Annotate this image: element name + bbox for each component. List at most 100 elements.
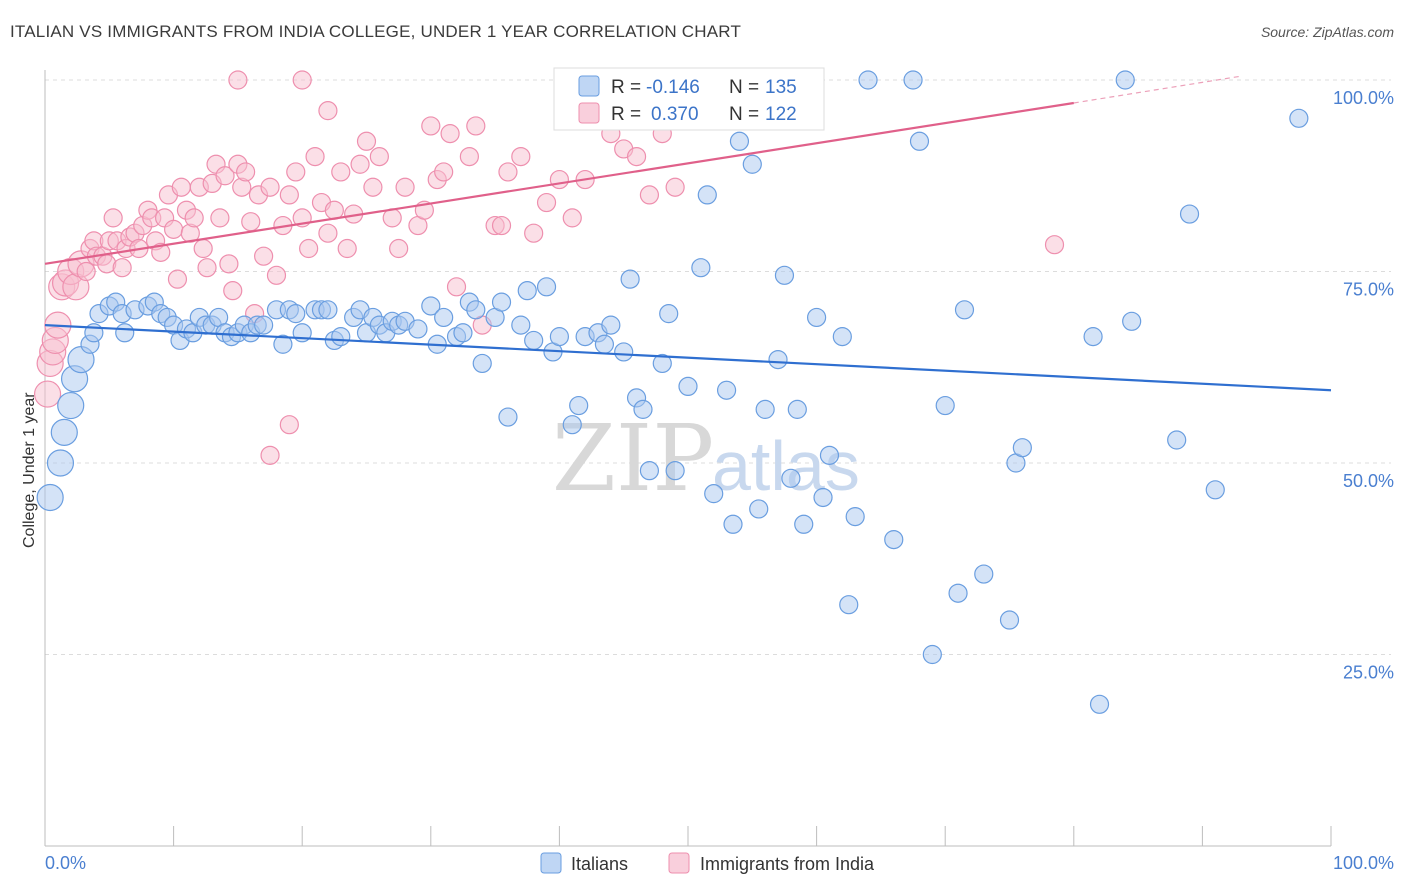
point-india xyxy=(318,223,338,243)
legend-bottom-swatch-india xyxy=(668,852,690,874)
x-axis-ticks xyxy=(44,826,1332,846)
point-italians xyxy=(331,327,351,347)
y-axis-label: College, Under 1 year xyxy=(21,392,38,548)
point-italians xyxy=(36,483,64,512)
point-india xyxy=(210,208,230,228)
point-italians xyxy=(884,529,904,550)
point-india xyxy=(76,261,96,282)
point-italians xyxy=(723,514,743,534)
point-italians xyxy=(781,468,801,488)
legend-bottom-label-italians: Italians xyxy=(571,854,628,874)
point-italians xyxy=(697,185,717,205)
point-italians xyxy=(716,380,737,400)
y-tick-labels: 25.0% 50.0% 75.0% 100.0% xyxy=(1333,88,1394,683)
point-india xyxy=(459,147,479,167)
y-tick-label-100: 100.0% xyxy=(1333,88,1394,108)
trend-line-italians xyxy=(44,324,1332,392)
point-india xyxy=(498,162,518,182)
legend-bottom-label-india: Immigrants from India xyxy=(700,854,875,874)
point-italians xyxy=(794,514,814,534)
point-italians xyxy=(1122,311,1142,331)
point-italians xyxy=(839,595,859,615)
point-india xyxy=(511,147,531,167)
point-italians xyxy=(601,315,621,335)
point-italians xyxy=(536,277,557,297)
point-italians xyxy=(787,399,807,419)
point-italians xyxy=(819,445,840,465)
legend-n-value-india: 122 xyxy=(765,104,797,125)
legend-r-label-india: R = xyxy=(611,104,641,125)
point-italians xyxy=(633,399,653,419)
point-italians xyxy=(562,415,582,435)
y-tick-label-75: 75.0% xyxy=(1343,280,1394,300)
point-italians xyxy=(922,644,942,665)
point-italians xyxy=(286,304,306,324)
point-italians xyxy=(318,300,338,320)
point-italians xyxy=(768,349,788,370)
point-italians xyxy=(472,353,492,374)
point-italians xyxy=(755,399,775,419)
point-india xyxy=(299,238,319,259)
point-italians xyxy=(903,70,923,90)
source-credit: Source: ZipAtlas.com xyxy=(1260,24,1394,40)
legend-top: R = -0.146 N = 135 R = 0.370 N = 122 xyxy=(553,67,825,131)
point-italians xyxy=(620,269,640,289)
point-india xyxy=(491,215,512,236)
point-india xyxy=(33,380,62,408)
point-italians xyxy=(594,334,615,354)
point-italians xyxy=(273,334,293,354)
legend-n-label-italians: N = xyxy=(729,77,759,98)
point-italians xyxy=(729,131,750,151)
point-italians xyxy=(749,499,769,519)
x-tick-label-max: 100.0% xyxy=(1333,853,1394,873)
point-italians xyxy=(408,319,428,339)
point-india xyxy=(223,281,243,301)
point-india xyxy=(164,219,184,239)
point-india xyxy=(331,162,351,182)
point-india xyxy=(524,223,544,243)
point-italians xyxy=(569,395,589,416)
trend-line-india xyxy=(44,101,1074,265)
point-italians xyxy=(678,376,698,396)
trend-lines xyxy=(44,75,1332,392)
point-india xyxy=(228,70,248,90)
point-italians xyxy=(974,564,994,584)
legend-swatch-italians xyxy=(578,75,600,97)
point-india xyxy=(254,246,274,266)
point-india xyxy=(266,265,287,285)
legend-r-value-italians: -0.146 xyxy=(646,77,700,98)
point-italians xyxy=(254,315,274,335)
point-india xyxy=(446,277,467,297)
point-india xyxy=(350,154,370,174)
point-india xyxy=(665,177,685,197)
point-italians xyxy=(498,407,518,427)
point-italians xyxy=(115,323,135,343)
legend-n-label-india: N = xyxy=(729,104,759,125)
point-india xyxy=(318,101,338,121)
chart-title: ITALIAN VS IMMIGRANTS FROM INDIA COLLEGE… xyxy=(10,22,742,41)
point-india xyxy=(171,177,191,197)
point-italians xyxy=(659,304,679,324)
point-italians xyxy=(511,315,531,335)
point-india xyxy=(112,258,132,278)
point-india xyxy=(434,162,454,182)
point-italians xyxy=(1115,70,1135,90)
watermark-atlas: atlas xyxy=(712,427,860,505)
point-india xyxy=(215,166,235,186)
point-italians xyxy=(421,296,441,316)
point-italians xyxy=(665,461,685,481)
point-italians xyxy=(549,327,570,347)
point-italians xyxy=(614,342,634,362)
point-italians xyxy=(832,327,852,347)
series-india-points xyxy=(33,70,1065,465)
point-india xyxy=(356,131,377,151)
point-india xyxy=(639,185,660,205)
point-india xyxy=(466,116,486,136)
point-india xyxy=(305,147,325,167)
legend-bottom: Italians Immigrants from India xyxy=(540,852,875,874)
point-india xyxy=(167,269,188,289)
point-india xyxy=(440,124,460,144)
point-india xyxy=(626,147,647,167)
point-italians xyxy=(845,507,865,527)
